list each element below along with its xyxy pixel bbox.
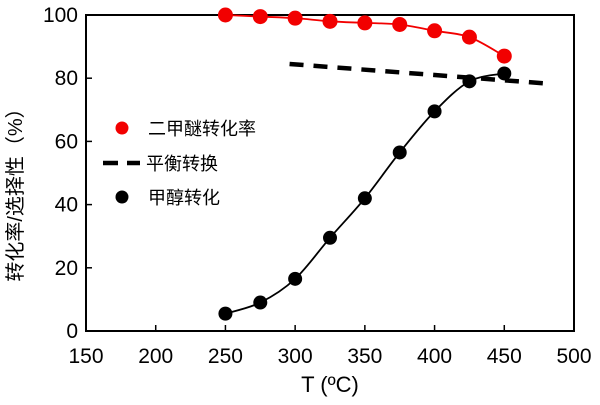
legend: 二甲醚转化率 平衡转换 甲醇转化 — [103, 119, 256, 208]
y-tick-label: 60 — [55, 130, 78, 153]
dme-conversion-point — [496, 48, 512, 64]
y-tick-label: 80 — [55, 67, 78, 90]
methanol-conversion-point — [497, 66, 512, 81]
y-tick-label: 0 — [66, 320, 78, 343]
legend-marker-dme-conversion-icon — [115, 121, 129, 135]
methanol-conversion-point — [427, 104, 442, 119]
x-tick-label: 500 — [556, 345, 591, 368]
y-axis-title: 转化率/选择性（%） — [4, 98, 27, 281]
dme-conversion-point — [392, 16, 408, 32]
y-tick-label: 20 — [55, 257, 78, 280]
series — [217, 7, 544, 321]
x-axis-title: T (ºC) — [301, 372, 359, 397]
dme-conversion-point — [357, 15, 373, 31]
dme-conversion-point — [217, 7, 233, 23]
legend-label-equilibrium-conversion: 平衡转换 — [146, 154, 218, 174]
x-tick-label: 200 — [138, 345, 173, 368]
equilibrium-conversion-line — [289, 61, 544, 86]
methanol-conversion-point — [288, 271, 303, 286]
y-tick-label: 40 — [55, 194, 78, 217]
legend-label-methanol-conversion: 甲醇转化 — [148, 188, 220, 208]
y-tick-label: 100 — [43, 4, 78, 27]
methanol-conversion-point — [253, 295, 268, 310]
x-tick-label: 400 — [417, 345, 452, 368]
methanol-conversion-point — [357, 191, 372, 206]
x-tick-label: 350 — [347, 345, 382, 368]
methanol-conversion-point — [323, 230, 337, 245]
x-tick-label: 450 — [487, 345, 522, 368]
x-tick-label: 250 — [208, 345, 243, 368]
methanol-conversion-point — [218, 306, 233, 321]
dme-conversion-point — [461, 29, 477, 45]
axes: 150 200 250 300 350 400 450 500 0 20 40 60 80 100 — [43, 4, 592, 368]
legend-label-dme-conversion: 二甲醚转化率 — [148, 119, 256, 139]
dme-conversion-point — [427, 23, 443, 39]
dme-conversion-point — [287, 10, 303, 26]
legend-marker-methanol-conversion-icon — [115, 190, 129, 204]
x-tick-label: 150 — [68, 345, 103, 368]
methanol-conversion-point — [392, 145, 407, 160]
dme-conversion-point — [252, 9, 268, 25]
x-tick-label: 300 — [278, 345, 313, 368]
methanol-conversion-point — [462, 74, 477, 89]
dme-conversion-point — [322, 13, 338, 29]
